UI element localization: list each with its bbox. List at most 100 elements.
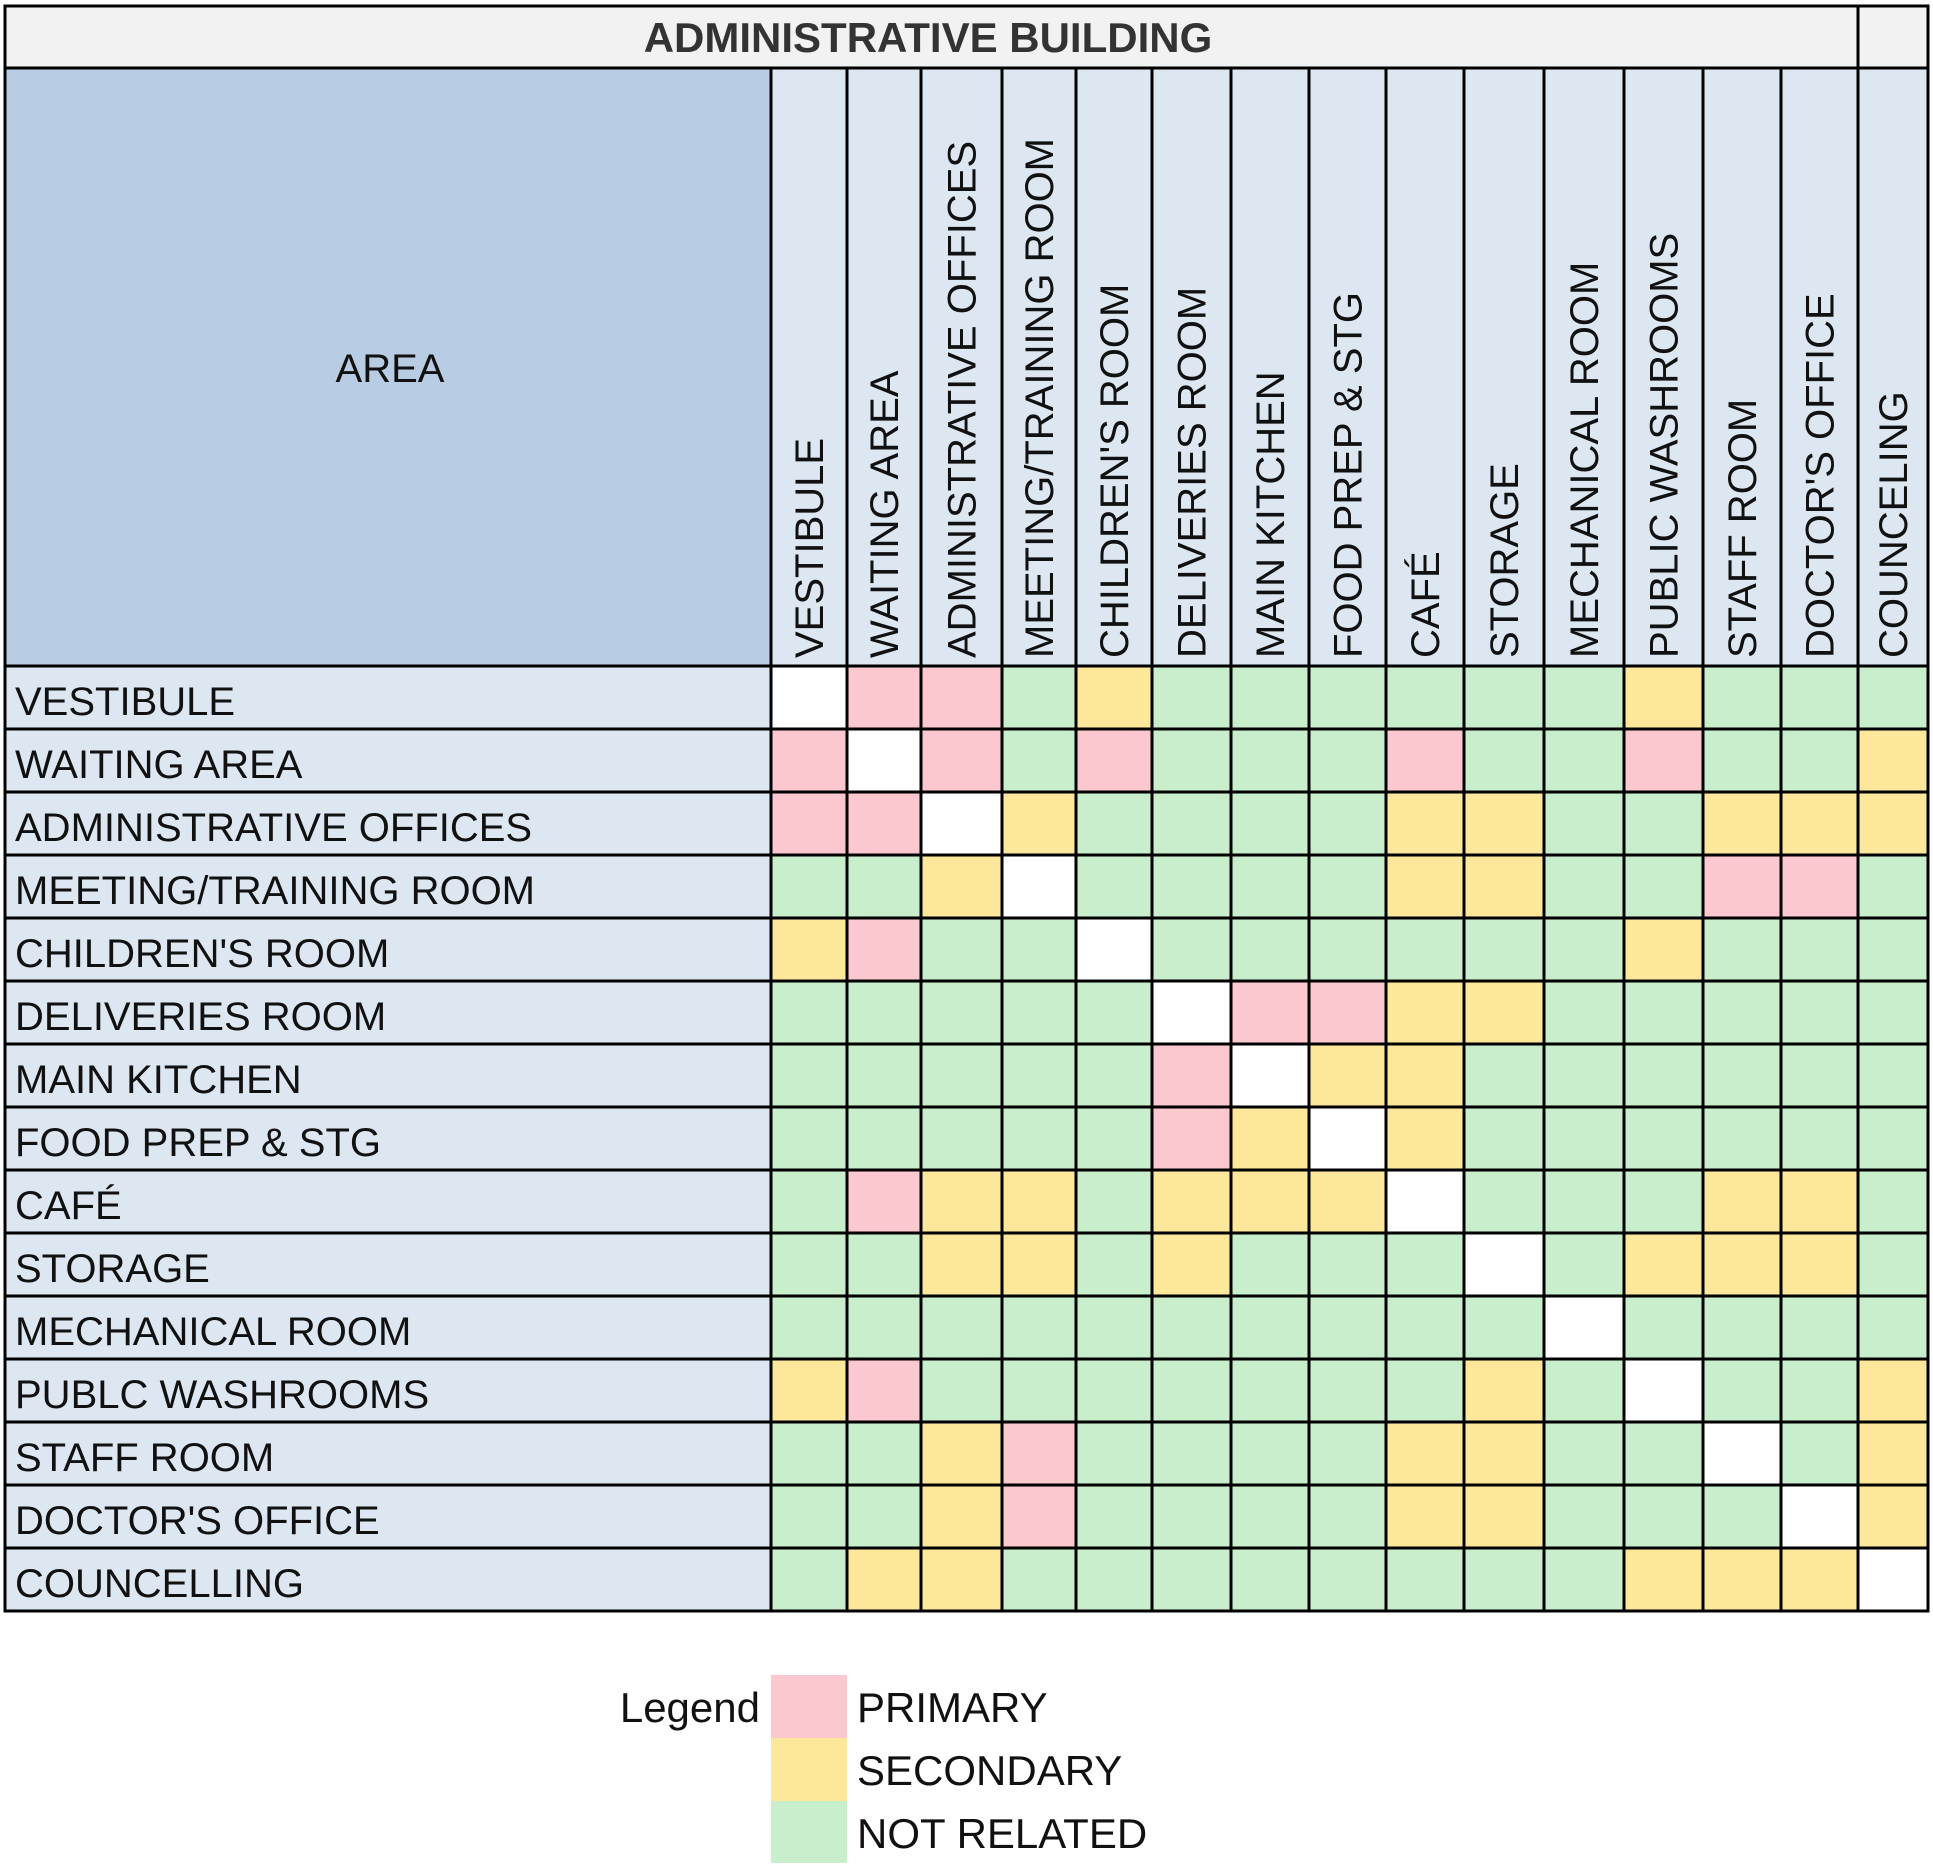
matrix-cell (1150, 1168, 1233, 1235)
matrix-cell (1229, 664, 1311, 731)
matrix-cell (1229, 1231, 1311, 1298)
matrix-cell (1779, 979, 1860, 1046)
matrix-cell (1307, 916, 1388, 983)
matrix-cell (1074, 727, 1154, 794)
matrix-cell (1462, 1168, 1546, 1235)
row-header-cell (3, 979, 773, 1046)
row-headers: VESTIBULE WAITING AREA ADMINISTRATIVE OFFI… (3, 664, 773, 1613)
legend-swatch (771, 1801, 847, 1864)
matrix-cell (1542, 1168, 1626, 1235)
matrix-cell (1701, 1042, 1783, 1109)
matrix-cell (1307, 1294, 1388, 1361)
row-header-label: MECHANICAL ROOM (15, 1310, 411, 1354)
chart-title: ADMINISTRATIVE BUILDING (644, 14, 1213, 61)
matrix-cell (1150, 1105, 1233, 1172)
matrix-cell (1384, 727, 1466, 794)
matrix-cell (1384, 1483, 1466, 1550)
matrix-cell (1701, 1357, 1783, 1424)
matrix-cell (1542, 1420, 1626, 1487)
matrix-cell (1229, 727, 1311, 794)
matrix-cell (1307, 1357, 1388, 1424)
matrix-cell (769, 979, 849, 1046)
matrix-cell (1000, 727, 1078, 794)
matrix-cell (845, 664, 923, 731)
matrix-cell (1074, 1420, 1154, 1487)
matrix-cell (769, 664, 849, 731)
column-header-label: STAFF ROOM (1721, 399, 1765, 658)
matrix-cell (1622, 1546, 1705, 1613)
matrix-cell (919, 790, 1004, 857)
matrix-cell (769, 1105, 849, 1172)
matrix-cell (1384, 1546, 1466, 1613)
matrix-cell (919, 664, 1004, 731)
matrix-cell (919, 1420, 1004, 1487)
matrix-cell (1622, 979, 1705, 1046)
matrix-cell (1462, 1231, 1546, 1298)
matrix-cell (769, 1357, 849, 1424)
column-header-cell (1000, 66, 1078, 668)
row-header-label: MEETING/TRAINING ROOM (15, 869, 535, 913)
row-header-label: STAFF ROOM (15, 1436, 274, 1480)
matrix-cell (1000, 1231, 1078, 1298)
matrix-cell (1462, 979, 1546, 1046)
matrix-cell (1462, 1483, 1546, 1550)
matrix-cell (1307, 727, 1388, 794)
matrix-cell (1000, 1294, 1078, 1361)
matrix-cell (769, 1546, 849, 1613)
matrix-cell (919, 1357, 1004, 1424)
matrix-cell (845, 1546, 923, 1613)
matrix-cell (1701, 1420, 1783, 1487)
matrix-cell (1779, 853, 1860, 920)
matrix-cell (769, 1168, 849, 1235)
matrix-cell (1779, 1105, 1860, 1172)
matrix-cell (1779, 727, 1860, 794)
matrix-cell (1384, 1420, 1466, 1487)
matrix-cell (919, 1546, 1004, 1613)
row-header-label: MAIN KITCHEN (15, 1058, 302, 1102)
row-header-label: WAITING AREA (15, 743, 303, 787)
row-header-label: CAFÉ (15, 1183, 122, 1228)
matrix-cell (1000, 916, 1078, 983)
matrix-cell (1000, 1042, 1078, 1109)
matrix-cell (1779, 1420, 1860, 1487)
matrix-cell (1701, 1105, 1783, 1172)
matrix-cell (1622, 1231, 1705, 1298)
matrix-cell (1229, 790, 1311, 857)
column-header-label: STORAGE (1483, 463, 1527, 658)
matrix-cell (1074, 979, 1154, 1046)
matrix-cell (1307, 1420, 1388, 1487)
matrix-cells (769, 664, 1930, 1613)
matrix-cell (1779, 664, 1860, 731)
matrix-cell (845, 1357, 923, 1424)
matrix-cell (1542, 1294, 1626, 1361)
matrix-cell (1856, 1294, 1930, 1361)
matrix-cell (1701, 1231, 1783, 1298)
matrix-cell (1622, 727, 1705, 794)
matrix-cell (1542, 1357, 1626, 1424)
matrix-cell (769, 1042, 849, 1109)
matrix-cell (1542, 790, 1626, 857)
matrix-cell (1150, 1231, 1233, 1298)
matrix-cell (1307, 664, 1388, 731)
row-header-cell (3, 790, 773, 857)
matrix-cell (1384, 1357, 1466, 1424)
matrix-cell (1856, 664, 1930, 731)
matrix-cell (845, 1105, 923, 1172)
matrix-cell (1462, 664, 1546, 731)
matrix-cell (1622, 916, 1705, 983)
row-header-cell (3, 853, 773, 920)
column-header-label: CAFÉ (1403, 551, 1448, 658)
column-header-cell (1307, 66, 1388, 668)
matrix-cell (1000, 790, 1078, 857)
column-header-cell (1150, 66, 1233, 668)
matrix-cell (1462, 853, 1546, 920)
matrix-cell (1542, 979, 1626, 1046)
row-header-label: CHILDREN'S ROOM (15, 932, 389, 976)
matrix-cell (1074, 1294, 1154, 1361)
matrix-cell (1462, 1420, 1546, 1487)
matrix-cell (845, 1294, 923, 1361)
matrix-cell (769, 727, 849, 794)
row-header-label: DELIVERIES ROOM (15, 995, 386, 1039)
matrix-cell (1542, 727, 1626, 794)
matrix-cell (1462, 1294, 1546, 1361)
